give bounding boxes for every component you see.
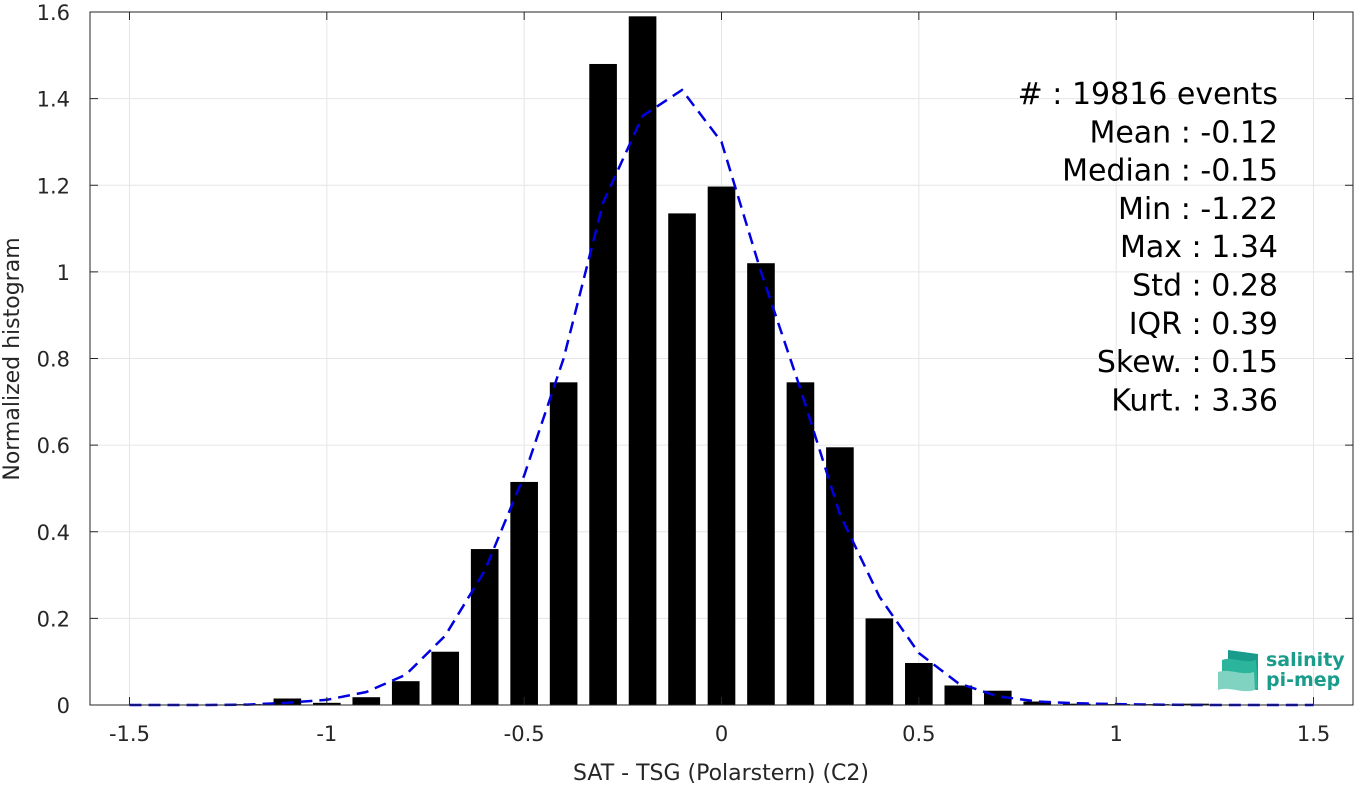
stat-line: Mean : -0.12 bbox=[1089, 115, 1278, 150]
histogram-bar bbox=[589, 63, 617, 706]
y-tick-label: 1 bbox=[57, 261, 70, 285]
histogram-bar bbox=[865, 618, 894, 705]
histogram-bar bbox=[1023, 701, 1052, 705]
x-tick-label: -0.5 bbox=[504, 722, 545, 746]
histogram-bar bbox=[707, 186, 736, 705]
stat-line: Kurt. : 3.36 bbox=[1111, 383, 1278, 418]
stat-line: IQR : 0.39 bbox=[1129, 307, 1278, 342]
y-tick-label: 1.6 bbox=[37, 1, 70, 25]
histogram-bar bbox=[826, 447, 854, 705]
histogram-bar bbox=[628, 16, 657, 706]
axes bbox=[89, 11, 1354, 706]
stat-line: Min : -1.22 bbox=[1118, 192, 1278, 227]
histogram-bar bbox=[1062, 703, 1091, 705]
y-tick-label: 1.2 bbox=[37, 174, 70, 198]
y-axis-label: Normalized histogram bbox=[0, 237, 25, 480]
y-tick-label: 0.8 bbox=[37, 348, 70, 372]
histogram-bar bbox=[431, 651, 460, 705]
salinity-pi-mep-logo: salinity pi-mep bbox=[1218, 649, 1345, 692]
histogram-bar bbox=[944, 685, 973, 705]
x-tick-label: -1 bbox=[316, 722, 337, 746]
x-tick-label: 1.5 bbox=[1297, 722, 1330, 746]
histogram-bars bbox=[234, 16, 1209, 706]
histogram-bar bbox=[668, 213, 696, 705]
histogram-bar bbox=[747, 263, 775, 705]
stat-line: Max : 1.34 bbox=[1120, 230, 1278, 265]
y-tick-label: 0.4 bbox=[37, 521, 70, 545]
x-tick-label: 0 bbox=[715, 722, 728, 746]
histogram-bar bbox=[470, 549, 499, 705]
histogram-bar bbox=[352, 697, 381, 705]
y-tick-label: 0.6 bbox=[37, 434, 70, 458]
histogram-bar bbox=[549, 382, 578, 705]
y-tick-label: 0 bbox=[57, 694, 70, 718]
logo-text-salinity: salinity bbox=[1266, 649, 1345, 671]
x-axis-label: SAT - TSG (Polarstern) (C2) bbox=[573, 761, 869, 785]
stat-line: Median : -0.15 bbox=[1062, 154, 1278, 189]
stat-line: Skew. : 0.15 bbox=[1097, 345, 1278, 380]
logo-text-pi-mep: pi-mep bbox=[1266, 669, 1340, 691]
histogram-bar bbox=[391, 681, 420, 705]
x-tick-label: 1 bbox=[1110, 722, 1123, 746]
y-tick-label: 1.4 bbox=[37, 88, 70, 112]
histogram-bar bbox=[510, 481, 538, 705]
stat-line: Std : 0.28 bbox=[1132, 269, 1278, 304]
wave-icon bbox=[1218, 650, 1258, 692]
x-tick-label: -1.5 bbox=[109, 722, 150, 746]
x-tick-label: 0.5 bbox=[902, 722, 935, 746]
histogram-bar bbox=[786, 382, 815, 705]
y-tick-label: 0.2 bbox=[37, 607, 70, 631]
tick-labels: -1.5 -1 -0.5 0 0.5 1 1.5 0 0.2 0.4 0.6 0.8 1 1.2 1.4 1.… bbox=[37, 1, 1331, 746]
stat-line: # : 19816 events bbox=[1018, 77, 1278, 112]
